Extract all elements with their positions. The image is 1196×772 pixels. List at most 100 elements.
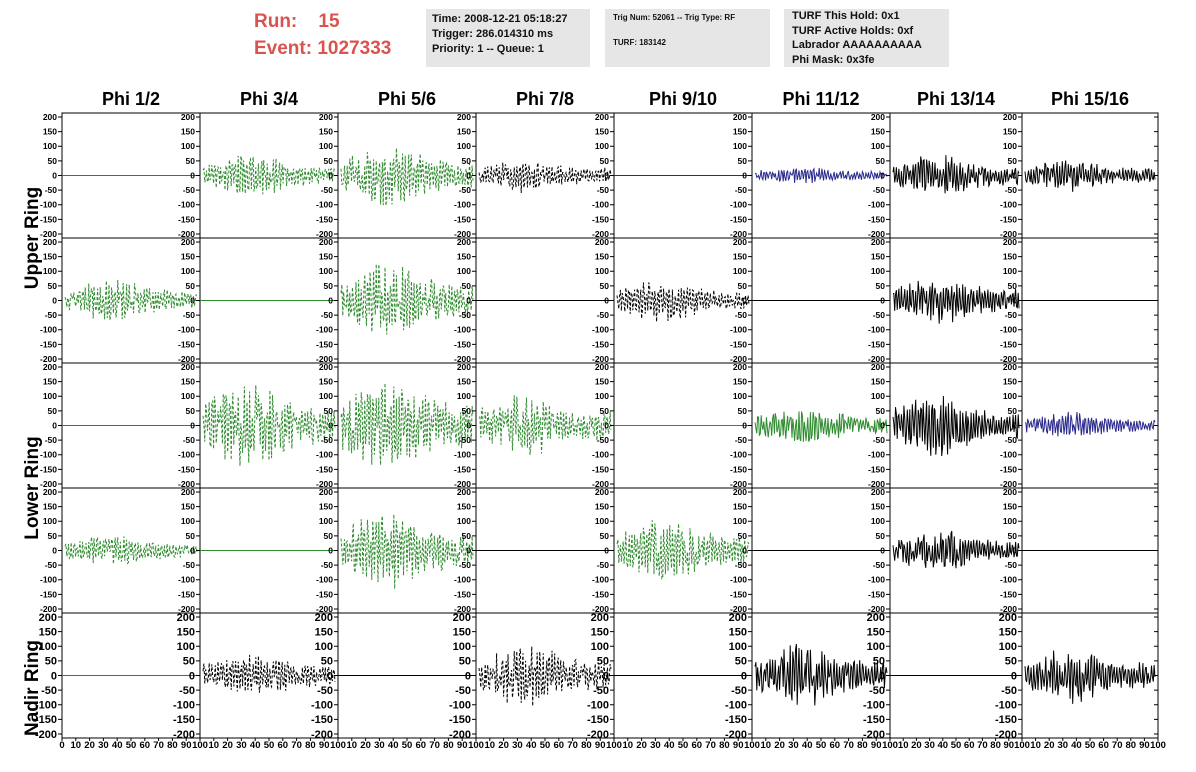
x-tick-label: 50 xyxy=(264,740,275,751)
y-tick-label: -100 xyxy=(592,575,609,585)
y-tick-label: 100 xyxy=(43,391,57,401)
y-tick-label: -100 xyxy=(995,700,1017,712)
waveform-trace xyxy=(893,280,1020,324)
y-tick-label: -100 xyxy=(178,575,195,585)
y-tick-label: 0 xyxy=(52,545,57,555)
y-tick-label: -100 xyxy=(730,325,747,335)
y-tick-label: -150 xyxy=(178,589,195,599)
y-tick-label: -150 xyxy=(454,339,471,349)
x-tick-label: 80 xyxy=(167,740,178,751)
y-tick-label: 50 xyxy=(738,406,748,416)
y-tick-label: 50 xyxy=(462,531,472,541)
x-tick-label: 40 xyxy=(1071,740,1082,751)
y-tick-label: 50 xyxy=(45,656,57,668)
y-tick-label: -50 xyxy=(597,435,610,445)
y-tick-label: 0 xyxy=(52,420,57,430)
y-tick-label: 0 xyxy=(742,170,747,180)
y-tick-label: -150 xyxy=(587,714,609,726)
x-tick-label: 70 xyxy=(567,740,578,751)
y-tick-label: 0 xyxy=(190,295,195,305)
y-tick-label: -150 xyxy=(868,589,885,599)
y-tick-label: 200 xyxy=(595,362,609,372)
y-tick-label: 200 xyxy=(181,237,195,247)
y-tick-label: 100 xyxy=(595,516,609,526)
y-tick-label: -150 xyxy=(40,589,57,599)
y-tick-label: -100 xyxy=(454,200,471,210)
y-tick-label: 100 xyxy=(871,141,885,151)
y-tick-label: 150 xyxy=(181,502,195,512)
y-tick-label: -150 xyxy=(1000,464,1017,474)
waveform-trace xyxy=(616,282,750,322)
waveform-trace xyxy=(340,148,474,206)
y-tick-label: 50 xyxy=(600,406,610,416)
x-tick-label: 50 xyxy=(951,740,962,751)
y-tick-label: -150 xyxy=(40,339,57,349)
waveform-trace xyxy=(478,646,612,707)
y-tick-label: 200 xyxy=(733,362,747,372)
y-tick-label: -200 xyxy=(730,604,747,614)
y-tick-label: 200 xyxy=(181,362,195,372)
y-tick-label: 0 xyxy=(742,420,747,430)
y-tick-label: -200 xyxy=(35,729,57,741)
x-tick-label: 20 xyxy=(222,740,233,751)
y-tick-label: -50 xyxy=(455,685,471,697)
y-tick-label: -100 xyxy=(454,325,471,335)
x-tick-label: 70 xyxy=(1112,740,1123,751)
y-tick-label: -150 xyxy=(1000,589,1017,599)
trigger-text: Trigger: 286.014310 ms xyxy=(432,28,554,40)
x-tick-label: 20 xyxy=(1044,740,1055,751)
y-tick-label: -200 xyxy=(592,229,609,239)
y-tick-label: -150 xyxy=(178,464,195,474)
y-tick-label: 50 xyxy=(1008,281,1018,291)
y-tick-label: 150 xyxy=(43,502,57,512)
y-tick-label: -50 xyxy=(1005,185,1018,195)
x-tick-label: 40 xyxy=(112,740,123,751)
x-tick-label: 50 xyxy=(1085,740,1096,751)
y-tick-label: -50 xyxy=(735,560,748,570)
waveform-trace xyxy=(1024,160,1156,192)
y-tick-label: -50 xyxy=(735,185,748,195)
y-tick-label: 100 xyxy=(871,391,885,401)
y-tick-label: 200 xyxy=(43,112,57,122)
y-tick-label: 100 xyxy=(1003,141,1017,151)
y-tick-label: 50 xyxy=(48,406,58,416)
turf-info-box: TURF This Hold: 0x1 TURF Active Holds: 0… xyxy=(784,9,949,67)
y-tick-label: 100 xyxy=(871,516,885,526)
y-tick-label: -150 xyxy=(316,464,333,474)
y-tick-label: 150 xyxy=(591,626,609,638)
y-tick-label: 200 xyxy=(43,362,57,372)
y-tick-label: -100 xyxy=(454,575,471,585)
x-tick-label: 40 xyxy=(250,740,261,751)
y-tick-label: 0 xyxy=(880,295,885,305)
y-tick-label: -150 xyxy=(454,464,471,474)
y-tick-label: 50 xyxy=(738,281,748,291)
y-tick-label: -50 xyxy=(593,685,609,697)
waveform-trace xyxy=(340,263,474,335)
x-tick-label: 30 xyxy=(512,740,523,751)
y-tick-label: 100 xyxy=(729,641,747,653)
y-tick-label: 200 xyxy=(319,362,333,372)
y-tick-label: 150 xyxy=(181,252,195,262)
y-tick-label: 50 xyxy=(1005,656,1017,668)
waveform-trace xyxy=(754,643,888,706)
y-tick-label: 200 xyxy=(1003,362,1017,372)
y-tick-label: -100 xyxy=(35,700,57,712)
y-tick-label: 200 xyxy=(457,487,471,497)
y-tick-label: -100 xyxy=(40,325,57,335)
y-tick-label: 200 xyxy=(181,487,195,497)
waveform-trace xyxy=(202,155,336,195)
y-tick-label: 100 xyxy=(733,516,747,526)
y-tick-label: -200 xyxy=(863,729,885,741)
y-tick-label: -50 xyxy=(45,435,58,445)
y-tick-label: 0 xyxy=(466,295,471,305)
y-tick-label: 200 xyxy=(871,487,885,497)
y-tick-label: 50 xyxy=(324,156,334,166)
y-tick-label: -50 xyxy=(869,685,885,697)
x-tick-label: 90 xyxy=(871,740,882,751)
y-tick-label: 0 xyxy=(742,545,747,555)
y-tick-label: 150 xyxy=(871,502,885,512)
y-tick-label: 50 xyxy=(186,531,196,541)
x-tick-label: 100 xyxy=(744,740,760,751)
y-tick-label: 0 xyxy=(466,170,471,180)
ring-label: Upper Ring xyxy=(22,187,43,289)
